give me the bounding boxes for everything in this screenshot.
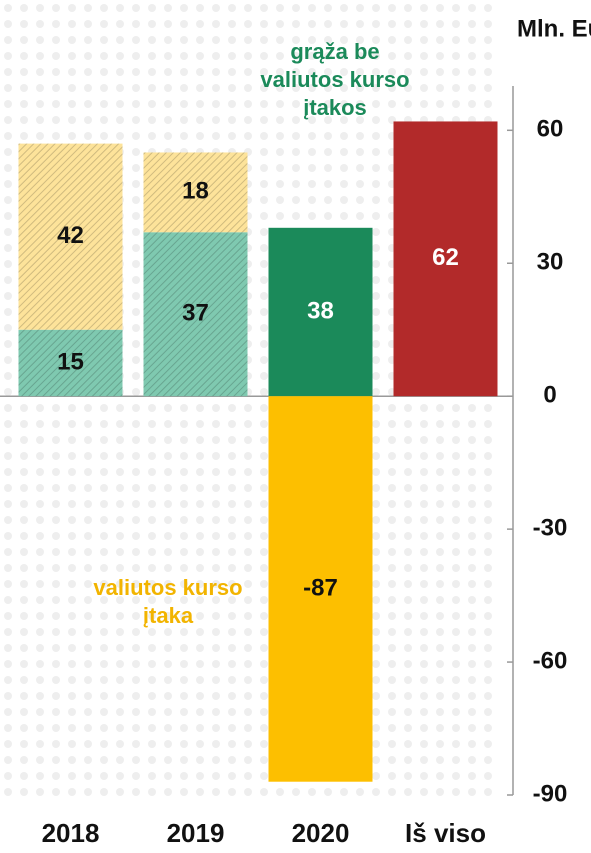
y-tick-label: -60 xyxy=(533,647,568,674)
y-tick-label: -30 xyxy=(533,514,568,541)
value-label: 42 xyxy=(57,222,84,249)
x-tick-label: Iš viso xyxy=(405,818,486,848)
value-label: 38 xyxy=(307,297,334,324)
value-label: 18 xyxy=(182,178,209,205)
y-tick-label: 60 xyxy=(537,116,564,143)
bar xyxy=(393,121,498,397)
value-label: 37 xyxy=(182,300,209,327)
bar-hatch xyxy=(143,232,248,397)
background xyxy=(0,0,500,800)
value-label: -87 xyxy=(303,574,338,601)
bar-hatch xyxy=(18,329,123,397)
series-label: valiutos kurso įtaka xyxy=(93,575,243,628)
x-tick-label: 2020 xyxy=(292,818,350,848)
x-tick-label: 2018 xyxy=(42,818,100,848)
value-label: 62 xyxy=(432,244,459,271)
axis-unit: Mln. Eur xyxy=(517,15,591,42)
value-label: 15 xyxy=(57,348,84,375)
bar-hatch xyxy=(143,152,248,233)
series-label: grąža be valiutos kurso įtakos xyxy=(260,39,410,120)
x-tick-label: 2019 xyxy=(167,818,225,848)
bar-hatch xyxy=(18,143,123,330)
y-tick-label: 0 xyxy=(543,382,556,409)
y-tick-label: -90 xyxy=(533,780,568,807)
y-tick-label: 30 xyxy=(537,249,564,276)
bar xyxy=(268,227,373,397)
bar xyxy=(268,396,373,782)
